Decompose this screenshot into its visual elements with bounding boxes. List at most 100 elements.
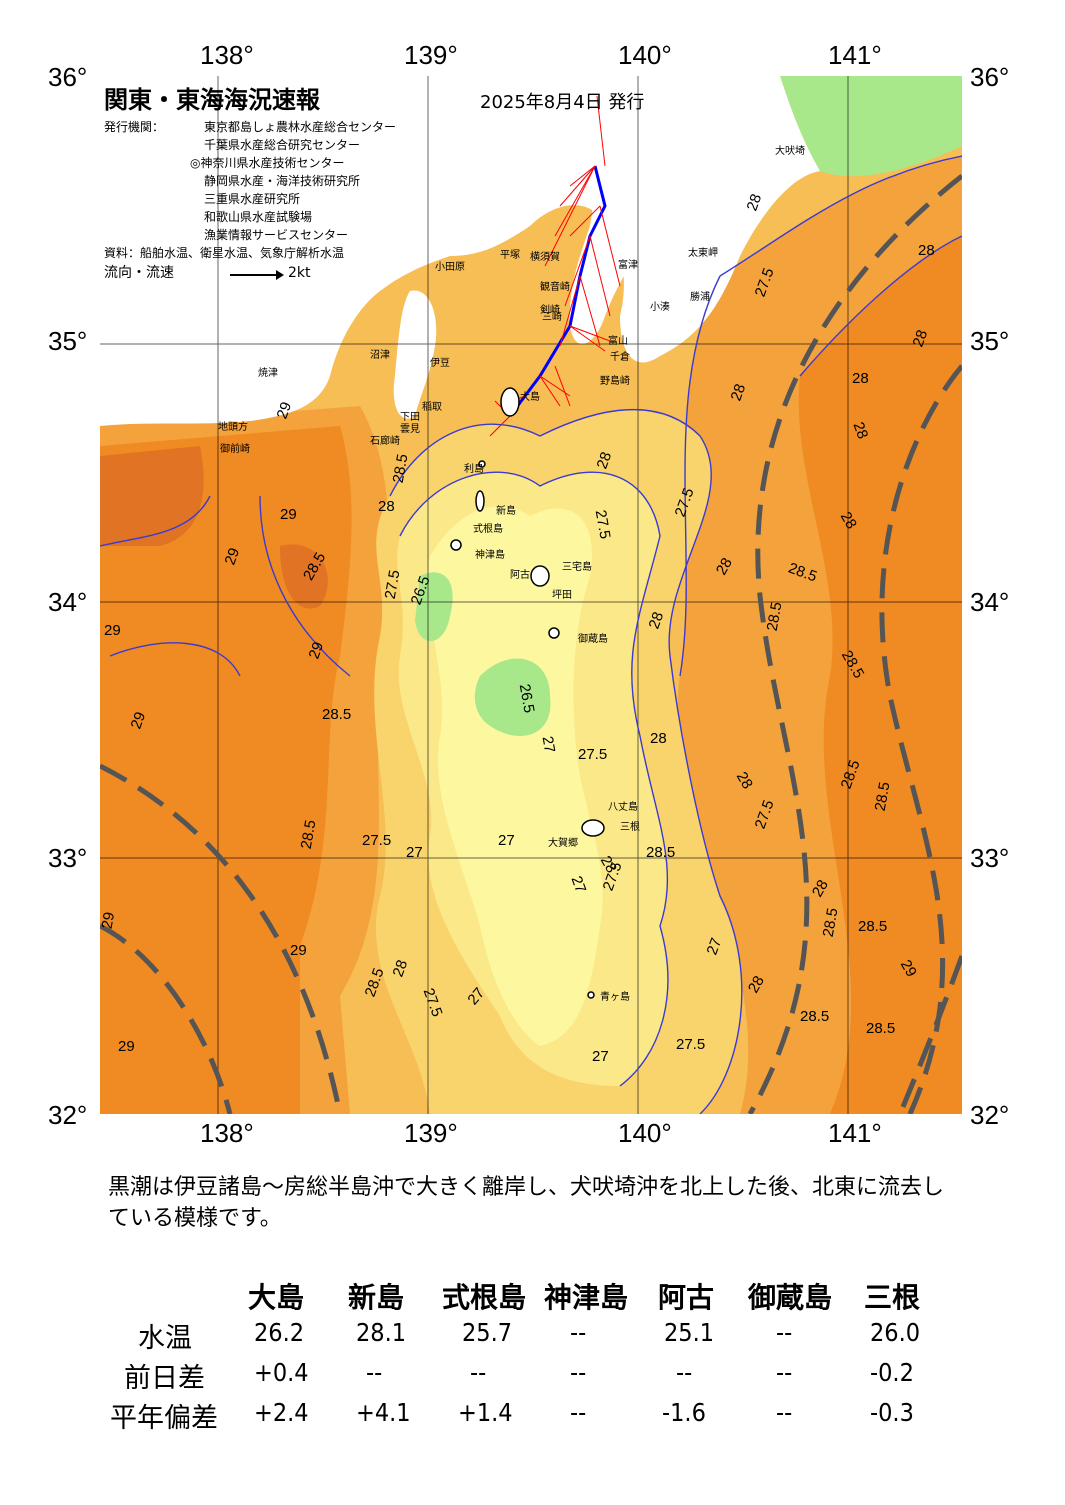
place-label: 沼津 [370,350,390,361]
data-source: 資料：船舶水温、衛星水温、気象庁解析水温 [104,246,345,260]
sst-zone-26-ne [780,76,962,177]
contour-label: 28.5 [646,844,676,861]
place-label: 富山 [608,336,628,347]
lat-tick-right-35: 35° [970,326,1010,356]
contour-label: 27.5 [676,1036,706,1053]
island-kozushima [450,539,462,551]
place-label: 平塚 [500,250,520,261]
place-label: 地頭方 [218,422,248,433]
lon-tick-bottom-140: 140° [618,1118,672,1148]
place-label: 勝浦 [690,292,710,303]
place-label: 阿古 [510,570,530,581]
flow-legend-label: 流向・流速 [104,265,174,281]
place-label: 小湊 [650,302,670,313]
place-label: 大島 [520,392,540,403]
contour-label: 28.5 [800,1008,830,1025]
place-label: 伊豆 [430,358,450,369]
contour-label: 28.5 [866,1020,896,1037]
table-cell: -- [570,1398,587,1427]
contour-label: 27 [592,1048,609,1065]
islands [450,387,605,999]
place-label: 横須賀 [530,252,560,263]
lon-tick-top-140: 140° [618,40,672,70]
contour-label: 27 [498,832,515,849]
issuer-6: 和歌山県水産試験場 [204,210,313,224]
contour-label: 27 [538,734,559,755]
place-label: 利島 [464,464,484,475]
place-label: 御前崎 [220,444,250,455]
issuer-1: 東京都島しょ農林水産総合センター [204,120,397,134]
table-col-header: 大島 [248,1281,305,1314]
table-cell: 26.0 [870,1318,921,1347]
sst-map: 関東・東海海況速報 2025年8月4日 発行 発行機関： 東京都島しょ農林水産総… [99,76,962,1114]
place-label: 坪田 [552,590,572,601]
table-cell: -- [776,1398,793,1427]
issuer-2: 千葉県水産総合研究センター [204,138,361,152]
table-cell: -0.2 [870,1358,914,1387]
table-cell: -- [570,1358,587,1387]
flow-legend-scale: 2kt [288,265,311,281]
table-cell: -0.3 [870,1398,914,1427]
table-cell: -- [570,1318,587,1347]
sst-zone-26-a [415,572,453,642]
lon-tick-bottom-138: 138° [200,1118,254,1148]
table-col-header: 神津島 [544,1281,629,1314]
contour-label: 28.5 [322,706,352,723]
lat-lon-grid [100,76,962,1114]
table-row-header: 水温 [138,1323,192,1354]
sst-zone-26-b [474,658,551,736]
lat-tick-left-35: 35° [48,326,88,356]
place-label: 三崎 [542,312,562,323]
lon-tick-top-139: 139° [404,40,458,70]
place-label: 青ヶ島 [600,992,630,1003]
map-title: 関東・東海海況速報 [104,86,320,114]
table-cell: +0.4 [254,1358,309,1387]
table-cell: -- [470,1358,487,1387]
place-label: 太東岬 [688,248,718,259]
table-cell: -- [676,1358,693,1387]
issuers-label: 発行機関： [104,120,165,134]
table-col-header: 阿古 [658,1281,715,1314]
place-label: 御蔵島 [578,634,608,645]
lon-tick-top-141: 141° [828,40,882,70]
contour-label: 28 [650,730,667,747]
summary-text: 黒潮は伊豆諸島～房総半島沖で大きく離岸し、犬吠埼沖を北上した後、北東に流去してい… [108,1175,945,1231]
table-cell: 28.1 [356,1318,407,1347]
contour-label: 29 [104,622,121,639]
place-label: 大吠埼 [775,146,805,157]
table-cell: -- [776,1318,793,1347]
contour-label: 28 [852,370,869,387]
table-col-header: 新島 [348,1281,405,1314]
table-col-header: 御蔵島 [748,1281,833,1314]
table-cell: +4.1 [356,1398,411,1427]
place-label: 八丈島 [608,802,638,813]
lon-tick-bottom-141: 141° [828,1118,882,1148]
place-label: 雲見 [400,424,420,435]
table-cell: 25.1 [664,1318,715,1347]
place-label: 小田原 [435,262,465,273]
contour-label: 27.5 [578,746,608,763]
land-izu [393,290,437,419]
sst-map-canvas [100,76,962,1114]
place-label: 石廊崎 [370,436,400,447]
island-aogashima [587,991,595,999]
place-label: 稲取 [422,402,442,413]
lat-tick-left-36: 36° [48,62,88,92]
place-label: 野島崎 [600,376,630,387]
table-cell: -1.6 [662,1398,706,1427]
contour-label: 29 [118,1038,135,1055]
table-row-header: 平年偏差 [110,1403,218,1434]
place-label: 神津島 [475,550,505,561]
kuroshio-axis [100,174,962,1114]
sst-zone-east-29 [798,236,962,1114]
isotherm-lines [100,155,962,1114]
sst-zone-26-5 [427,506,603,1046]
sst-zone-west-29 [100,426,352,1114]
place-label: 富津 [618,260,638,271]
issuer-7: 漁業情報サービスセンター [204,228,349,242]
table-cell: -- [366,1358,383,1387]
contour-label: 28 [918,242,935,259]
sst-zone-west-30 [100,446,204,546]
place-label: 観音崎 [540,282,570,293]
place-label: 焼津 [258,368,278,379]
